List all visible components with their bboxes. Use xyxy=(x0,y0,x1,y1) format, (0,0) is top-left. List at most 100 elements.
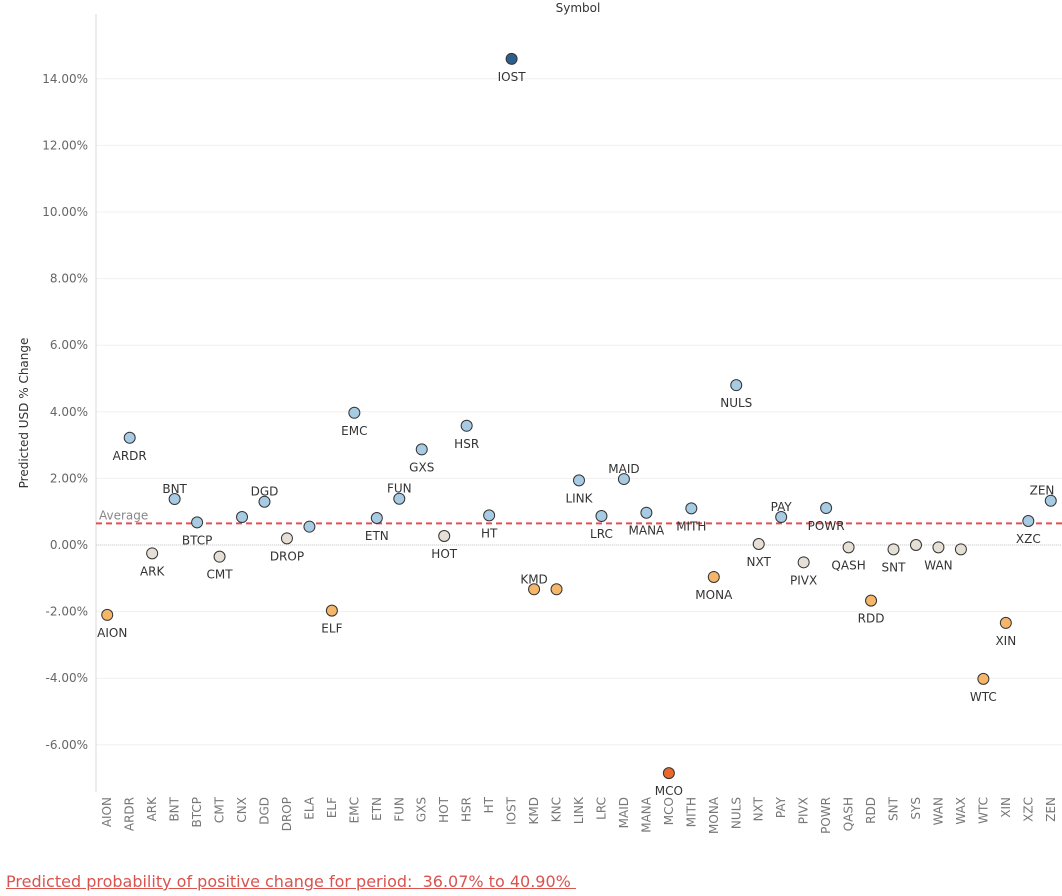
y-tick-label: -4.00% xyxy=(46,671,88,685)
data-point-elf[interactable] xyxy=(325,604,338,617)
x-category-label: RDD xyxy=(864,797,878,824)
data-point-emc[interactable] xyxy=(348,406,361,419)
data-point-drop[interactable] xyxy=(280,532,293,545)
x-category-label: SNT xyxy=(887,796,901,821)
y-tick-label: 14.00% xyxy=(42,72,88,86)
point-label: NULS xyxy=(720,396,752,410)
x-axis-categories: AION ARDR ARK BNT BTCP CMT CNX DGD DROP ELA ELF EMC… xyxy=(100,796,1058,834)
point-label: HOT xyxy=(431,547,457,561)
x-category-label: MCO xyxy=(662,797,676,825)
x-category-label: MAID xyxy=(617,797,631,828)
data-point-hsr[interactable] xyxy=(460,419,473,432)
data-point-iost[interactable] xyxy=(505,52,518,65)
data-point-gxs[interactable] xyxy=(415,443,428,456)
point-label: IOST xyxy=(498,70,527,84)
y-tick-label: 10.00% xyxy=(42,205,88,219)
data-point-lrc[interactable] xyxy=(595,510,608,523)
chart-title: Symbol xyxy=(556,1,601,15)
data-point-pivx[interactable] xyxy=(797,556,810,569)
x-category-label: ARDR xyxy=(123,797,137,831)
data-point-ela[interactable] xyxy=(303,520,316,533)
x-category-label: HSR xyxy=(460,797,474,822)
point-label: GXS xyxy=(409,460,434,474)
x-category-label: KMD xyxy=(527,797,541,824)
data-point-aion[interactable] xyxy=(101,608,114,621)
scatter-chart: -6.00% -4.00% -2.00% 0.00% 2.00% 4.00% 6.00% 8.… xyxy=(17,1,1062,834)
x-category-label: ZEN xyxy=(1044,797,1058,822)
data-point-wtc[interactable] xyxy=(977,672,990,685)
x-category-label: DROP xyxy=(280,797,294,831)
point-label: SNT xyxy=(882,560,907,574)
point-label: RDD xyxy=(858,612,885,626)
y-axis-ticks: -6.00% -4.00% -2.00% 0.00% 2.00% 4.00% 6.00% 8.… xyxy=(42,72,88,752)
data-point-ht[interactable] xyxy=(483,509,496,522)
data-point-btcp[interactable] xyxy=(191,516,204,529)
data-point-mona[interactable] xyxy=(707,570,720,583)
y-tick-label: 8.00% xyxy=(50,272,88,286)
data-point-qash[interactable] xyxy=(842,541,855,554)
data-point-mana[interactable] xyxy=(640,506,653,519)
point-label: LINK xyxy=(565,491,593,505)
data-point-maid[interactable] xyxy=(617,473,630,486)
point-label: DROP xyxy=(270,549,304,563)
data-point-kmd[interactable] xyxy=(528,583,541,596)
x-category-label: KNC xyxy=(550,797,564,822)
data-point-hot[interactable] xyxy=(438,530,451,543)
x-category-label: MITH xyxy=(684,797,698,827)
data-point-wan[interactable] xyxy=(932,541,945,554)
data-point-snt[interactable] xyxy=(887,543,900,556)
data-point-etn[interactable] xyxy=(370,512,383,525)
point-label: WTC xyxy=(970,690,997,704)
data-point-pay[interactable] xyxy=(775,511,788,524)
x-category-label: NXT xyxy=(752,796,766,821)
data-point-cmt[interactable] xyxy=(213,550,226,563)
data-point-xin[interactable] xyxy=(999,616,1012,629)
average-label: Average xyxy=(99,508,148,522)
point-label: BTCP xyxy=(182,533,212,547)
x-category-label: HT xyxy=(482,796,496,813)
data-point-mco[interactable] xyxy=(662,767,675,780)
point-label: ELF xyxy=(321,622,342,636)
point-label: HSR xyxy=(454,437,479,451)
data-point-wax[interactable] xyxy=(954,543,967,556)
data-point-mith[interactable] xyxy=(685,502,698,515)
data-points xyxy=(101,52,1057,780)
x-category-label: GXS xyxy=(415,797,429,822)
x-category-label: CMT xyxy=(213,796,227,823)
data-point-ark[interactable] xyxy=(146,547,159,560)
x-category-label: BNT xyxy=(168,796,182,821)
data-point-zen[interactable] xyxy=(1044,494,1057,507)
data-point-nxt[interactable] xyxy=(752,538,765,551)
probability-footer[interactable]: Predicted probability of positive change… xyxy=(6,872,576,891)
point-label: MITH xyxy=(676,519,706,533)
data-point-nuls[interactable] xyxy=(730,379,743,392)
data-point-xzc[interactable] xyxy=(1022,515,1035,528)
x-category-label: ELF xyxy=(325,797,339,818)
x-category-label: ETN xyxy=(370,797,384,821)
data-point-cnx[interactable] xyxy=(236,511,249,524)
x-category-label: AION xyxy=(100,797,114,827)
x-category-label: QASH xyxy=(842,797,856,831)
data-point-ardr[interactable] xyxy=(123,431,136,444)
x-category-label: HOT xyxy=(437,796,451,822)
point-label: KMD xyxy=(520,572,547,586)
data-point-bnt[interactable] xyxy=(168,493,181,506)
data-point-rdd[interactable] xyxy=(865,594,878,607)
x-category-label: FUN xyxy=(392,797,406,822)
data-point-fun[interactable] xyxy=(393,492,406,505)
point-label: NXT xyxy=(747,555,772,569)
point-label: AION xyxy=(97,626,127,640)
data-point-knc[interactable] xyxy=(550,583,563,596)
point-label: XZC xyxy=(1016,532,1041,546)
data-point-powr[interactable] xyxy=(820,502,833,515)
x-category-label: NULS xyxy=(729,797,743,829)
y-tick-label: 6.00% xyxy=(50,338,88,352)
data-point-link[interactable] xyxy=(573,474,585,487)
data-point-sys[interactable] xyxy=(909,539,922,551)
x-category-label: PIVX xyxy=(797,797,811,824)
x-category-label: CNX xyxy=(235,797,249,823)
x-category-label: LINK xyxy=(572,796,586,824)
data-point-dgd[interactable] xyxy=(258,495,271,508)
x-category-label: XZC xyxy=(1021,797,1035,822)
x-category-label: SYS xyxy=(909,797,923,820)
